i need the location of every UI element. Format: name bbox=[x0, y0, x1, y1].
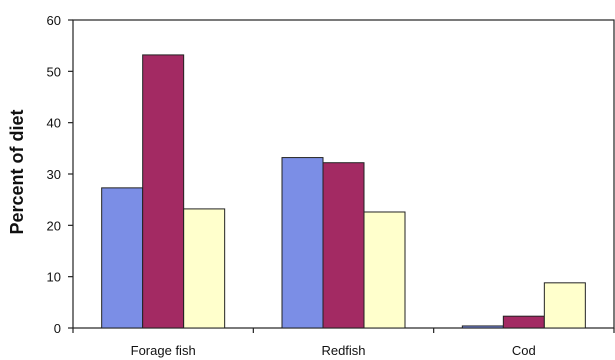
y-axis-title: Percent of diet bbox=[7, 109, 27, 234]
bar-redfish-series-3 bbox=[363, 211, 406, 329]
bar-redfish-series-2 bbox=[322, 162, 365, 329]
y-tick-label: 0 bbox=[54, 321, 61, 336]
x-category-label: Cod bbox=[512, 343, 536, 358]
bar-cod-series-1 bbox=[461, 325, 504, 329]
y-tick-label: 50 bbox=[47, 64, 61, 79]
bar-cod-series-3 bbox=[543, 282, 586, 329]
plot-area: 0 10 20 30 40 50 60 Forage fish Redfish Cod bbox=[47, 13, 615, 358]
bar-forage-fish-series-3 bbox=[183, 208, 226, 329]
x-category-label: Forage fish bbox=[131, 343, 196, 358]
bar-cod-series-2 bbox=[502, 315, 545, 329]
bar-forage-fish-series-1 bbox=[101, 187, 144, 329]
y-tick-label: 40 bbox=[47, 116, 61, 131]
bar-forage-fish-series-2 bbox=[142, 54, 185, 329]
y-tick-label: 20 bbox=[47, 218, 61, 233]
bar-redfish-series-1 bbox=[281, 157, 324, 329]
x-category-label: Redfish bbox=[321, 343, 365, 358]
y-tick-label: 30 bbox=[47, 167, 61, 182]
y-tick-label: 10 bbox=[47, 270, 61, 285]
y-tick-label: 60 bbox=[47, 13, 61, 28]
